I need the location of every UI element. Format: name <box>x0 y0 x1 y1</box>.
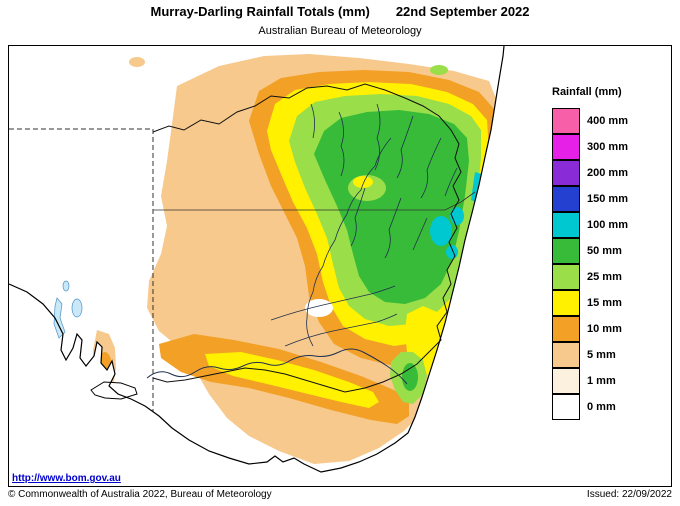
rain-region-50mm-snowy <box>402 363 418 391</box>
legend-item: 150 mm <box>552 185 667 212</box>
coastline <box>9 46 505 473</box>
legend-label: 200 mm <box>587 167 628 179</box>
tributary-river <box>350 187 366 247</box>
rainfall-map <box>9 46 671 486</box>
murrumbidgee-river <box>284 313 398 347</box>
legend-item: 400 mm <box>552 108 667 134</box>
copyright-text: © Commonwealth of Australia 2022, Bureau… <box>8 489 272 500</box>
rivers <box>146 103 458 385</box>
rain-region-25mm-top-spot <box>430 65 448 75</box>
legend-item: 100 mm <box>552 211 667 238</box>
legend-label: 10 mm <box>587 323 622 335</box>
legend-swatch <box>552 237 580 264</box>
legend-item: 0 mm <box>552 393 667 420</box>
darling-river <box>306 137 392 347</box>
legend-swatch <box>552 289 580 316</box>
legend-label: 5 mm <box>587 349 616 361</box>
tributary-river <box>396 115 414 179</box>
lake-small <box>62 280 70 292</box>
tributary-river <box>412 217 428 251</box>
legend-swatch <box>552 341 580 368</box>
legend-label: 25 mm <box>587 271 622 283</box>
legend-label: 1 mm <box>587 375 616 387</box>
legend-title: Rainfall (mm) <box>552 86 622 98</box>
legend-swatch <box>552 185 580 212</box>
page-title: Murray-Darling Rainfall Totals (mm) <box>150 4 370 19</box>
title-block: Murray-Darling Rainfall Totals (mm) 22nd … <box>0 4 680 37</box>
tributary-river <box>444 167 458 197</box>
ocean <box>9 46 671 486</box>
legend-item: 25 mm <box>552 263 667 290</box>
legend-item: 5 mm <box>552 341 667 368</box>
legend-swatch <box>552 108 580 134</box>
legend-item: 200 mm <box>552 159 667 186</box>
rain-hole-0mm <box>305 299 333 317</box>
legend-items: 400 mm 300 mm 200 mm 150 mm 100 mm 50 mm 25 mm… <box>552 108 667 420</box>
legend-item: 10 mm <box>552 315 667 342</box>
bom-url-link[interactable]: http://www.bom.gov.au <box>12 473 121 484</box>
tributary-river <box>374 103 381 171</box>
legend-item: 300 mm <box>552 133 667 160</box>
rain-region-5mm-spot-nw <box>129 57 145 67</box>
legend-label: 50 mm <box>587 245 622 257</box>
rain-region-50mm-core <box>314 110 469 304</box>
legend-swatch <box>552 263 580 290</box>
map-frame: Rainfall (mm) 400 mm 300 mm 200 mm 150 mm 10… <box>8 45 672 487</box>
tributary-river <box>310 103 315 139</box>
rain-region-15mm-south-band <box>205 352 379 408</box>
legend-swatch <box>552 159 580 186</box>
rainfall-legend: Rainfall (mm) 400 mm 300 mm 200 mm 150 mm 10… <box>552 86 667 420</box>
lake-frome <box>71 298 83 318</box>
lake-torrens <box>53 297 66 339</box>
legend-label: 150 mm <box>587 193 628 205</box>
border-qld-nsw <box>153 191 476 211</box>
page-subtitle: Australian Bureau of Meteorology <box>258 25 422 37</box>
legend-swatch <box>552 315 580 342</box>
legend-item: 50 mm <box>552 237 667 264</box>
basin-boundary <box>152 83 462 393</box>
legend-item: 1 mm <box>552 367 667 394</box>
legend-swatch <box>552 211 580 238</box>
legend-swatch <box>552 393 580 420</box>
legend-label: 100 mm <box>587 219 628 231</box>
murray-river <box>146 348 408 385</box>
map-date: 22nd September 2022 <box>395 4 530 19</box>
legend-swatch <box>552 133 580 160</box>
tributary-river <box>384 197 402 259</box>
legend-label: 15 mm <box>587 297 622 309</box>
legend-item: 15 mm <box>552 289 667 316</box>
tributary-river <box>338 111 345 177</box>
footer-row: © Commonwealth of Australia 2022, Bureau… <box>8 489 672 500</box>
rain-region-100mm-c <box>446 245 458 259</box>
legend-label: 0 mm <box>587 401 616 413</box>
legend-label: 300 mm <box>587 141 628 153</box>
legend-swatch <box>552 367 580 394</box>
rain-hole-15mm <box>353 176 373 188</box>
lachlan-river <box>270 285 396 321</box>
rain-region-100mm-a <box>430 216 452 246</box>
tributary-river <box>420 137 442 199</box>
legend-label: 400 mm <box>587 115 628 127</box>
issued-date: Issued: 22/09/2022 <box>586 489 672 500</box>
